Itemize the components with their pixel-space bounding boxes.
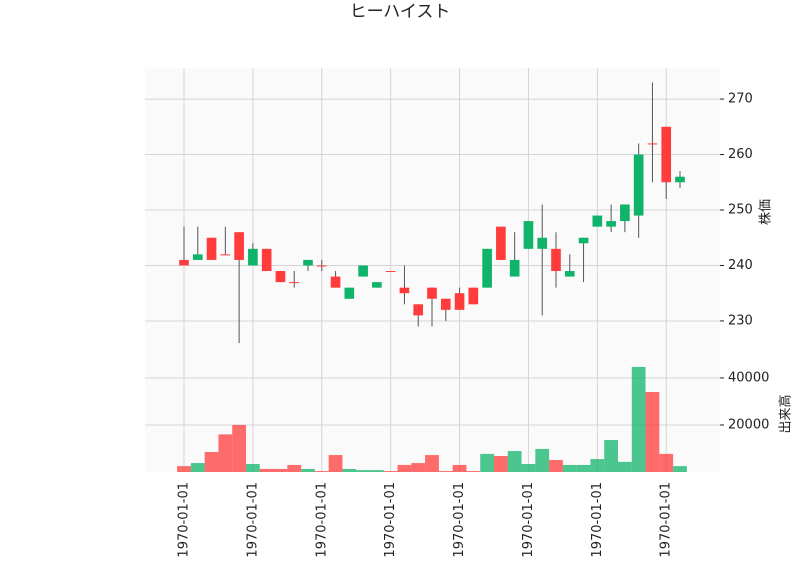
x-tick-label: 1970-01-01 <box>521 482 536 558</box>
volume-bar <box>218 434 233 472</box>
candle-body <box>179 259 189 266</box>
volume-bar <box>314 471 329 472</box>
candle-body <box>206 237 217 260</box>
candle-body <box>496 226 506 260</box>
candle-body <box>427 287 437 299</box>
volume-bar <box>562 464 577 472</box>
chart-title: ヒーハイスト <box>350 2 451 22</box>
candle-body <box>620 204 630 222</box>
x-tick-label: 1970-01-01 <box>383 482 398 558</box>
candle-body <box>454 293 465 310</box>
candle-body <box>675 176 685 183</box>
volume-bar <box>383 471 398 472</box>
x-tick-label: 1970-01-01 <box>590 482 605 558</box>
x-tick-label: 1970-01-01 <box>452 482 467 558</box>
volume-bar <box>604 440 618 472</box>
candle-body <box>316 265 327 267</box>
candle-body <box>399 287 410 294</box>
volume-bar <box>494 456 508 472</box>
candle-body <box>537 237 548 249</box>
x-tick-label: 1970-01-01 <box>245 482 260 558</box>
volume-bar <box>631 366 646 472</box>
candle-body <box>440 298 451 310</box>
x-tick-label: 1970-01-01 <box>177 482 192 558</box>
volume-bar <box>342 468 357 472</box>
volume-bar <box>549 460 563 472</box>
volume-bar <box>356 470 370 472</box>
y2-tick-label: 20000 <box>728 417 769 432</box>
x-tick-label: 1970-01-01 <box>314 482 329 558</box>
volume-bar <box>466 471 481 472</box>
candle-body <box>647 143 658 145</box>
candle-body <box>385 271 396 273</box>
candle-body <box>482 248 492 288</box>
candle-body <box>468 287 479 305</box>
volume-bar <box>521 464 536 472</box>
candle-body <box>633 154 644 216</box>
candle-body <box>261 248 272 272</box>
volume-bar <box>480 453 494 472</box>
y-tick-label: 250 <box>728 203 753 218</box>
volume-bar <box>301 468 315 472</box>
candle-body <box>275 271 286 283</box>
y-tick-label: 270 <box>728 92 753 107</box>
volume-bar <box>507 451 522 472</box>
candle-body <box>372 282 382 288</box>
volume-bar <box>177 466 191 472</box>
volume-bar <box>273 468 288 472</box>
candle-body <box>330 276 341 288</box>
y2-tick-label: 40000 <box>728 370 769 385</box>
volume-bar <box>590 459 605 472</box>
volume-bar <box>287 464 302 472</box>
candle-body <box>344 287 355 299</box>
volume-bar <box>618 461 632 472</box>
volume-bar <box>452 464 467 472</box>
candle-body <box>220 254 231 256</box>
volume-bar <box>259 468 274 472</box>
y-axis-label: 株価 <box>759 199 774 225</box>
candle-body <box>592 215 603 227</box>
volume-bar <box>397 464 412 472</box>
y-tick-label: 260 <box>728 147 753 162</box>
x-tick-label: 1970-01-01 <box>659 482 674 558</box>
candle-body <box>509 259 520 277</box>
volume-bar <box>232 424 246 472</box>
volume-bar <box>246 464 260 472</box>
candle-body <box>564 271 575 277</box>
volume-bar <box>535 448 550 472</box>
volume-bar <box>673 466 687 472</box>
volume-bar <box>204 452 219 472</box>
candle-body <box>578 237 589 244</box>
volume-bar <box>645 392 660 472</box>
candle-body <box>248 248 258 266</box>
candle-body <box>234 232 244 260</box>
volume-bar <box>425 455 439 472</box>
candle-body <box>358 265 368 277</box>
volume-bar <box>328 455 343 472</box>
candle-body <box>523 221 534 249</box>
candle-body <box>289 282 300 284</box>
volume-bar <box>190 463 205 472</box>
candle-body <box>606 221 616 227</box>
candle-body <box>551 248 561 272</box>
candle-body <box>192 254 203 260</box>
volume-bar <box>370 470 384 472</box>
volume-bar <box>659 453 674 472</box>
y2-axis-label: 出来高 <box>778 394 794 433</box>
candle-body <box>413 304 424 316</box>
y-tick-label: 230 <box>728 313 753 328</box>
volume-bar <box>438 471 453 472</box>
candle-body <box>661 126 672 183</box>
volume-bar <box>411 463 426 472</box>
candle-body <box>303 259 313 266</box>
y-tick-label: 240 <box>728 258 753 273</box>
volume-bar <box>576 464 591 472</box>
